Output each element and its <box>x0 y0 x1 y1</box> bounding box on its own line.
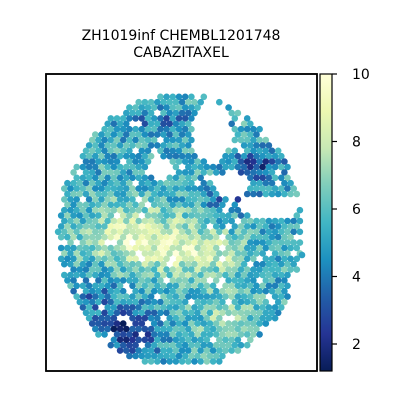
hex-spot <box>154 358 161 365</box>
hex-spot <box>207 169 214 176</box>
hex-spot <box>117 347 124 354</box>
hex-spot <box>120 310 127 317</box>
hex-spot <box>132 353 139 360</box>
plot-area <box>46 74 317 371</box>
colorbar-tick-label: 6 <box>352 202 361 218</box>
chart-title-line2: CABAZITAXEL <box>133 45 229 61</box>
hex-spot <box>244 191 251 198</box>
hex-spot <box>126 353 133 360</box>
hex-spot <box>148 358 155 365</box>
hex-spot <box>61 261 68 268</box>
hex-spot <box>58 234 65 241</box>
hex-spot <box>256 331 263 338</box>
hex-spot <box>297 229 304 236</box>
colorbar-gradient <box>320 74 332 371</box>
hex-spot <box>173 358 180 365</box>
hex-spot <box>95 331 102 338</box>
hex-spot <box>244 342 251 349</box>
hex-spot <box>235 347 242 354</box>
hex-spot <box>228 164 235 171</box>
hex-spot <box>219 169 226 176</box>
hex-spot <box>179 358 186 365</box>
hex-spot <box>225 310 232 317</box>
colorbar-tick-label: 10 <box>352 67 370 83</box>
hex-spot <box>263 191 270 198</box>
hex-spot <box>294 266 301 273</box>
hex-spot <box>269 191 276 198</box>
chart-title-line1: ZH1019inf CHEMBL1201748 <box>82 28 281 44</box>
hex-spot <box>101 331 108 338</box>
hex-spot <box>294 191 301 198</box>
hex-spot <box>250 191 257 198</box>
hex-spot <box>299 252 306 259</box>
hex-spot <box>160 358 167 365</box>
colorbar-tick-label: 8 <box>352 135 361 151</box>
hex-spot <box>287 191 294 198</box>
hex-spot <box>216 99 223 106</box>
hex-spot <box>263 320 270 327</box>
colorbar-ticks: 2 4 6 8 10 <box>332 67 370 353</box>
hex-spot <box>191 358 198 365</box>
hex-spot <box>213 169 220 176</box>
hex-spot <box>204 358 211 365</box>
hex-spot <box>281 191 288 198</box>
hex-spot <box>256 191 263 198</box>
hex-spot <box>232 137 239 144</box>
colorbar-tick-label: 4 <box>352 270 361 286</box>
hex-spot <box>160 153 167 160</box>
hex-spot <box>275 191 282 198</box>
hex-spot <box>132 115 139 122</box>
colorbar-tick-label: 2 <box>352 337 361 353</box>
hex-spot <box>238 169 245 176</box>
colorbar: 2 4 6 8 10 <box>320 67 370 371</box>
hex-spot <box>185 358 192 365</box>
hex-spot <box>210 358 217 365</box>
hex-spot <box>228 347 235 354</box>
hex-spot <box>142 358 149 365</box>
hex-spot <box>166 358 173 365</box>
hex-spot <box>108 342 115 349</box>
hex-spot <box>272 315 279 322</box>
hex-spot <box>216 358 223 365</box>
hex-spot <box>197 358 204 365</box>
hex-spot <box>108 234 115 241</box>
